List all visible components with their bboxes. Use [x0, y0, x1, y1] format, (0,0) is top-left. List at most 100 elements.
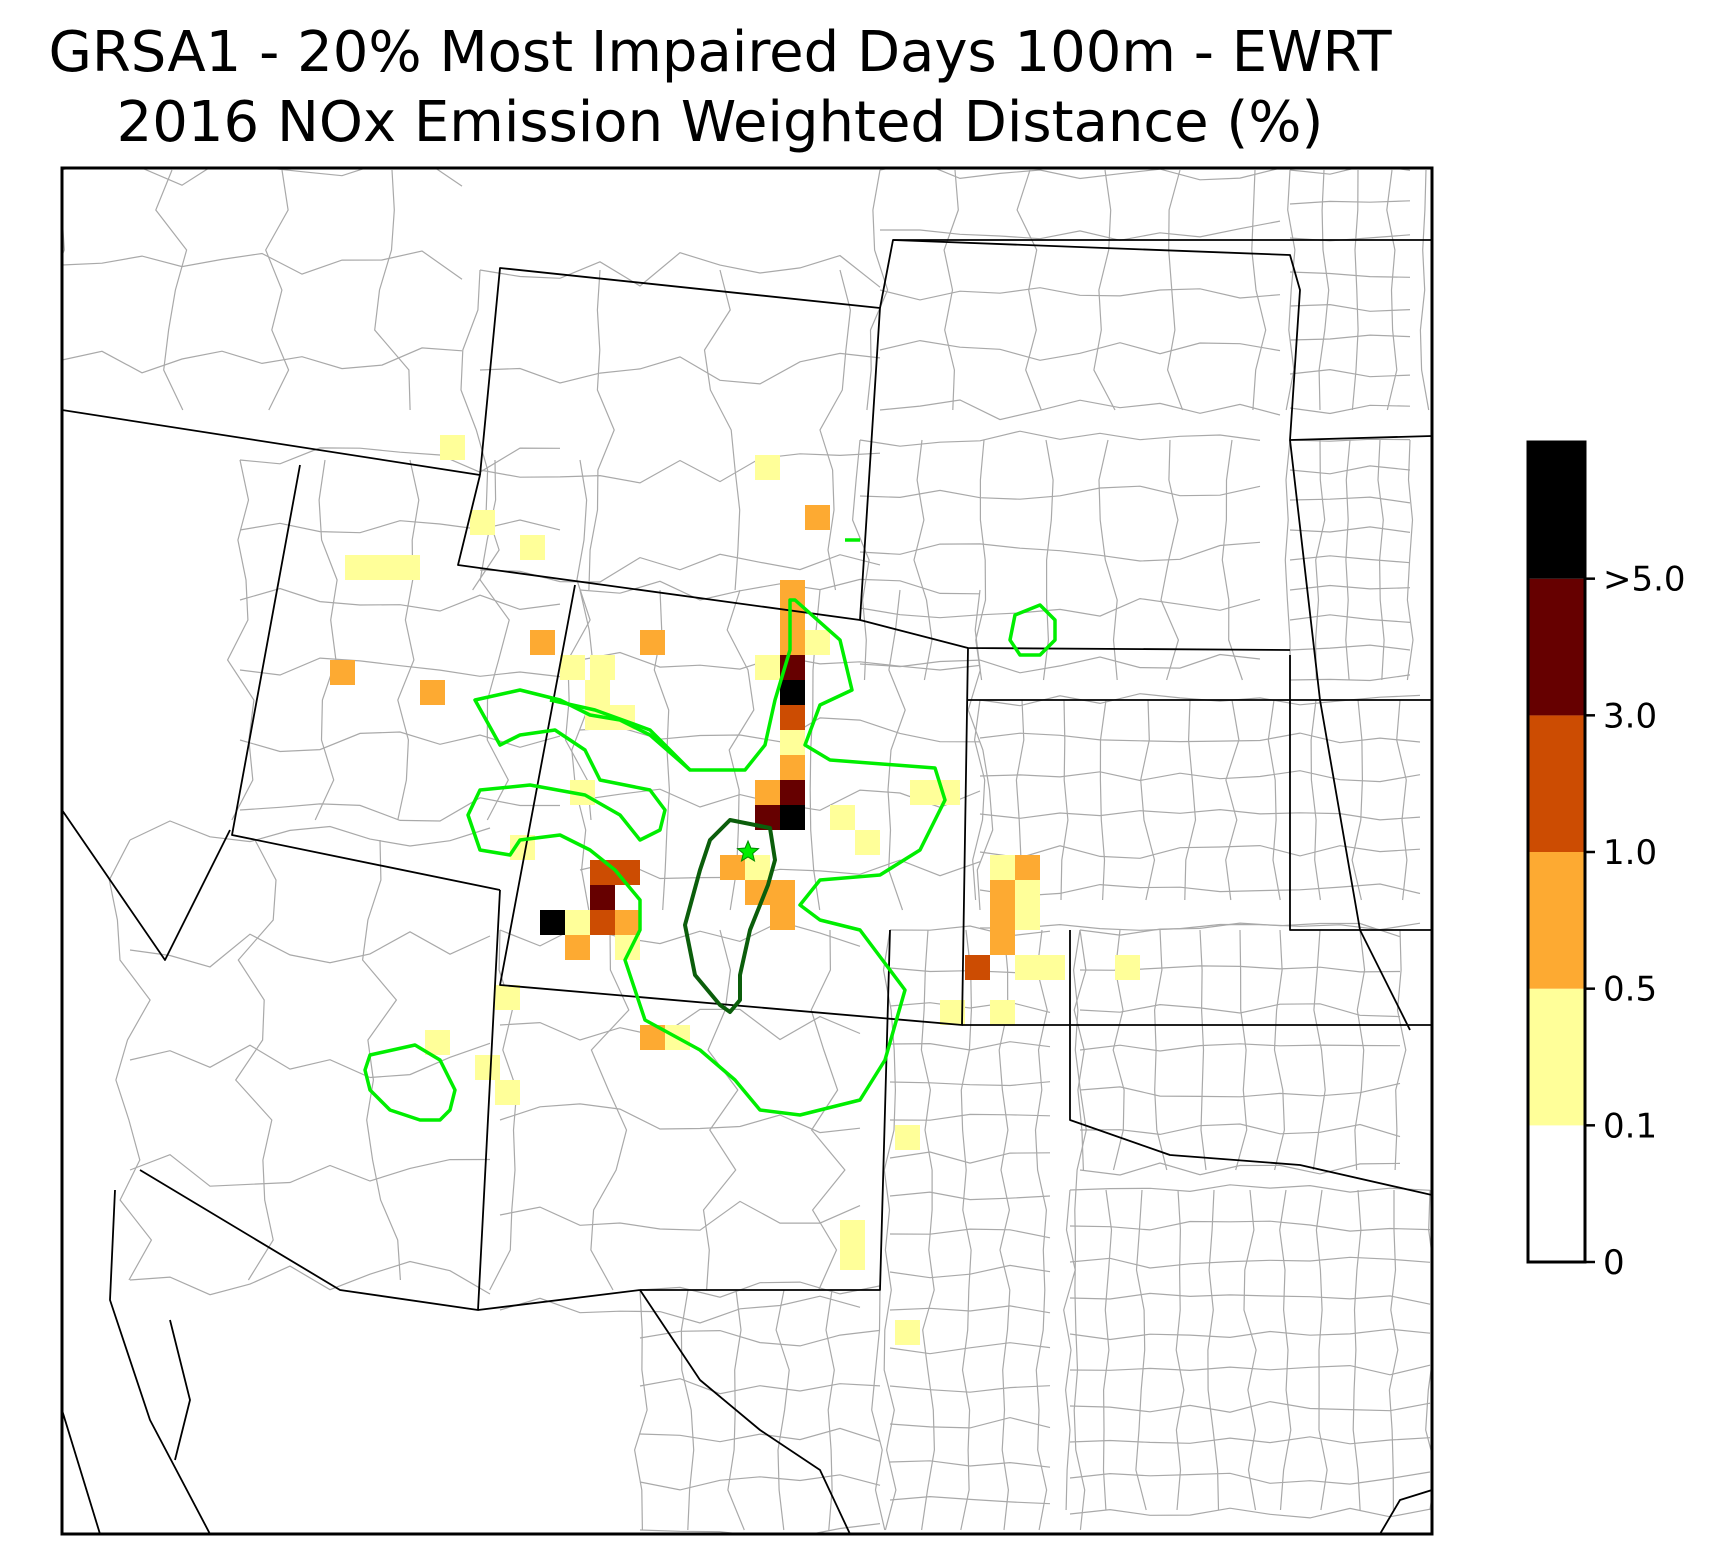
county-line [62, 250, 463, 280]
emission-cell [770, 880, 795, 905]
emission-cell [560, 655, 585, 680]
colorbar-tick-label: 0 [1603, 1243, 1625, 1283]
county-line [1079, 922, 1401, 938]
county-line [879, 287, 1281, 301]
county-line [639, 1281, 881, 1298]
star-icon [736, 839, 760, 862]
county-line [1386, 169, 1398, 411]
county-line [866, 169, 889, 411]
county-line [1289, 496, 1411, 504]
colorbar-tick-label: 3.0 [1603, 696, 1657, 736]
county-line [859, 430, 1261, 447]
emission-cell [990, 880, 1015, 905]
emission-cell [395, 555, 420, 580]
emission-cell [1015, 905, 1040, 930]
county-line [1175, 1189, 1185, 1511]
county-line [1351, 169, 1359, 411]
county-boundaries [62, 168, 1432, 1534]
county-line [1069, 1400, 1431, 1413]
county-line [239, 657, 561, 678]
county-line [859, 597, 1261, 619]
county-line [979, 770, 1421, 783]
county-line [1388, 1190, 1399, 1511]
county-line [564, 459, 592, 821]
county-line [1354, 929, 1366, 1171]
emission-cell [990, 1000, 1015, 1025]
county-line [1079, 1123, 1401, 1138]
emission-cell [470, 510, 495, 535]
map-frame [60, 166, 1434, 1536]
county-line [1060, 699, 1069, 901]
county-line [479, 352, 881, 385]
county-line [639, 1427, 881, 1443]
county-line [1069, 1328, 1431, 1341]
county-line [1394, 929, 1407, 1171]
state-line [879, 239, 1432, 441]
emission-cell [425, 1030, 450, 1055]
county-line [155, 169, 188, 411]
contour-line-outer [466, 598, 947, 1117]
county-line [1289, 200, 1411, 205]
county-line [374, 169, 411, 411]
contour-line-outer [363, 1043, 457, 1122]
colorbar-tick-label: 1.0 [1603, 833, 1657, 873]
county-line [1406, 439, 1414, 681]
county-line [1102, 1189, 1113, 1511]
county-line [1235, 929, 1248, 1171]
state-line [1379, 1489, 1432, 1534]
county-line [1351, 699, 1364, 901]
county-line [1079, 1003, 1401, 1018]
county-line [499, 921, 861, 947]
emission-cell [940, 1000, 965, 1025]
colorbar-segment [1528, 1125, 1585, 1262]
emission-cell [780, 730, 805, 755]
emission-cell [1015, 955, 1040, 980]
county-line [1396, 699, 1408, 901]
colorbar-tick-label: 0.1 [1603, 1106, 1657, 1146]
colorbar-segment [1528, 988, 1585, 1126]
county-line [1279, 1189, 1292, 1511]
state-line [62, 409, 481, 476]
contour-line-outer [1008, 603, 1057, 657]
county-line [265, 169, 290, 411]
emission-cell [840, 1245, 865, 1270]
county-line [639, 1523, 881, 1534]
county-line [1419, 169, 1430, 411]
county-line [1079, 1082, 1401, 1098]
colorbar-segment [1528, 578, 1585, 716]
county-line [1289, 644, 1411, 651]
county-line [889, 1305, 1051, 1314]
county-line [1289, 303, 1411, 312]
county-line [1063, 1189, 1076, 1511]
colorbar-tick-label: >5.0 [1603, 560, 1686, 600]
emission-cell [440, 435, 465, 460]
emission-cell [640, 630, 665, 655]
county-line [1098, 439, 1118, 681]
county-line [479, 452, 881, 484]
county-line [1251, 169, 1267, 411]
colorbar-tick-label: 0.5 [1603, 970, 1657, 1010]
county-line [397, 459, 420, 821]
county-line [879, 399, 1281, 421]
emission-cell [990, 905, 1015, 930]
emission-cell [805, 630, 830, 655]
county-line [633, 1289, 648, 1531]
emission-cell [565, 910, 590, 935]
emission-cell [755, 455, 780, 480]
state-line [477, 1289, 641, 1311]
emission-cell [780, 680, 805, 705]
county-line [889, 1151, 1051, 1164]
county-line [571, 589, 595, 911]
county-line [62, 347, 463, 374]
colorbar-segment [1528, 442, 1585, 579]
emission-cell [540, 910, 565, 935]
county-line [979, 922, 1421, 931]
emission-cell [520, 535, 545, 560]
county-line [1135, 1189, 1147, 1511]
county-line [129, 1260, 491, 1296]
county-line [880, 220, 1281, 241]
county-line [314, 459, 338, 821]
emission-cell [780, 630, 805, 655]
county-line [703, 269, 741, 591]
emission-cell [330, 660, 355, 685]
